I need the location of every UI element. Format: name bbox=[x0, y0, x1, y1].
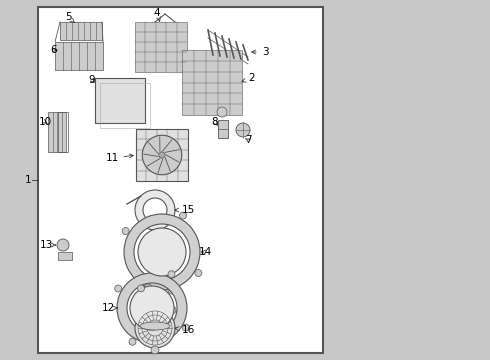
Text: 15: 15 bbox=[175, 205, 195, 215]
Text: 14: 14 bbox=[198, 247, 212, 257]
Circle shape bbox=[57, 239, 69, 251]
Bar bbox=[55, 42, 103, 70]
Circle shape bbox=[168, 271, 175, 278]
Circle shape bbox=[138, 228, 186, 276]
Circle shape bbox=[179, 212, 187, 219]
Circle shape bbox=[122, 228, 129, 234]
Text: 7: 7 bbox=[245, 135, 251, 145]
Bar bbox=[48, 112, 66, 152]
Bar bbox=[218, 120, 228, 138]
Circle shape bbox=[115, 285, 122, 292]
Bar bbox=[58, 252, 72, 260]
Circle shape bbox=[130, 286, 174, 330]
Text: 11: 11 bbox=[105, 153, 133, 163]
Text: 4: 4 bbox=[154, 8, 160, 21]
Ellipse shape bbox=[140, 322, 170, 330]
Circle shape bbox=[159, 152, 165, 158]
Circle shape bbox=[135, 308, 175, 348]
Text: 5: 5 bbox=[65, 12, 74, 22]
Circle shape bbox=[236, 123, 250, 137]
Circle shape bbox=[195, 270, 202, 276]
Text: 16: 16 bbox=[175, 325, 195, 335]
Circle shape bbox=[138, 285, 145, 292]
Circle shape bbox=[168, 286, 176, 294]
Text: 3: 3 bbox=[252, 47, 269, 57]
Circle shape bbox=[217, 107, 227, 117]
Circle shape bbox=[182, 324, 189, 331]
Bar bbox=[58, 112, 68, 152]
Bar bbox=[136, 129, 188, 181]
Bar bbox=[135, 22, 187, 72]
Text: 9: 9 bbox=[89, 75, 96, 85]
Bar bbox=[95, 78, 145, 123]
Bar bbox=[100, 83, 150, 128]
Text: 8: 8 bbox=[212, 117, 219, 127]
Bar bbox=[38, 7, 323, 353]
Circle shape bbox=[151, 346, 159, 354]
Wedge shape bbox=[124, 214, 200, 290]
Circle shape bbox=[142, 135, 182, 175]
Text: 1: 1 bbox=[24, 175, 31, 185]
Text: 13: 13 bbox=[39, 240, 55, 250]
Circle shape bbox=[144, 284, 152, 292]
Text: 6: 6 bbox=[50, 45, 57, 55]
Text: 10: 10 bbox=[38, 117, 51, 127]
Text: 2: 2 bbox=[242, 73, 255, 83]
Bar bbox=[60, 22, 102, 40]
Text: 12: 12 bbox=[101, 303, 118, 313]
Bar bbox=[182, 50, 242, 115]
Circle shape bbox=[129, 338, 136, 345]
Wedge shape bbox=[117, 273, 187, 343]
Wedge shape bbox=[135, 190, 175, 230]
Circle shape bbox=[168, 306, 176, 314]
